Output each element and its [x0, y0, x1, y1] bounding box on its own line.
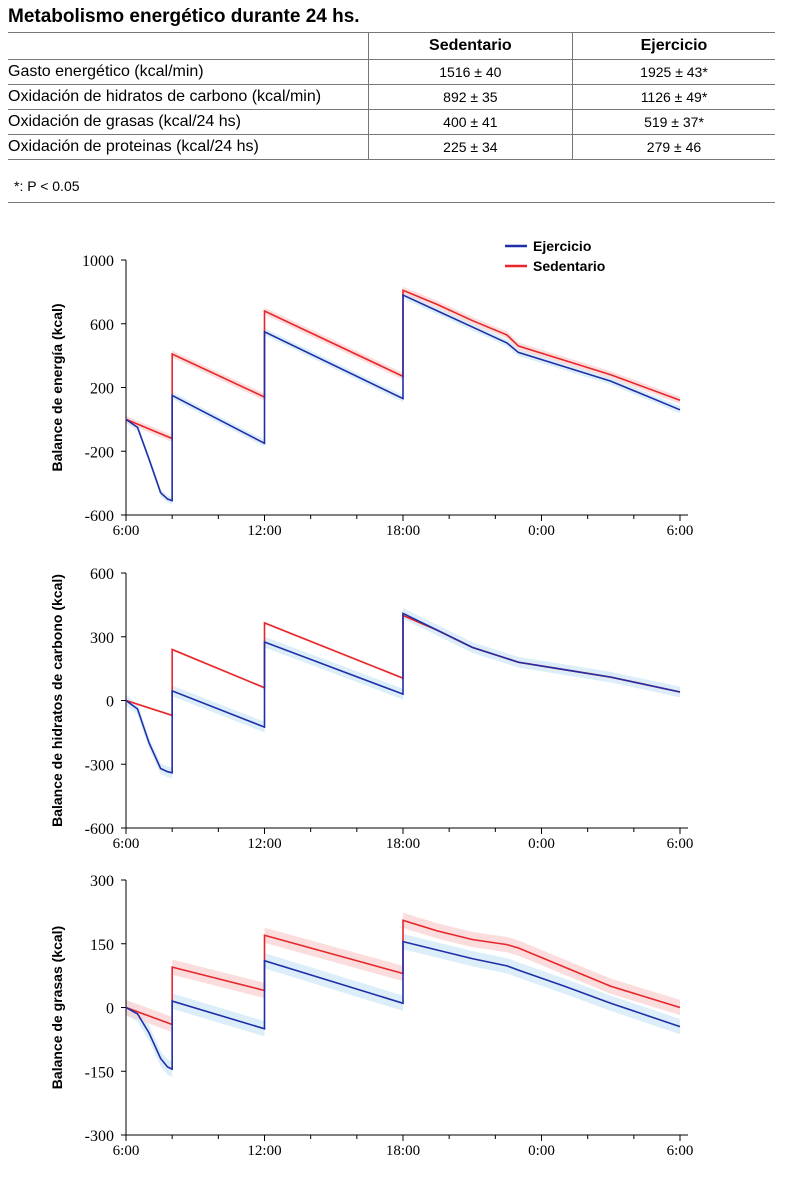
y-tick-label: 1000	[82, 253, 114, 270]
y-tick-label: 200	[90, 381, 114, 398]
x-tick-label: 0:00	[528, 836, 555, 848]
table-header-ejercicio: Ejercicio	[571, 32, 775, 60]
series-line-ejercicio	[125, 293, 681, 502]
carbohydrate-balance-chart: -600 -300 0 300 600 6:00 12:00 18:00 0:00 6:00 Bal…	[49, 566, 694, 848]
y-tick-label: -150	[85, 1064, 114, 1081]
y-tick-label: -300	[85, 757, 114, 774]
x-tick-label: 18:00	[386, 523, 420, 535]
y-tick-label: -200	[85, 444, 114, 461]
y-tick-label: -600	[85, 821, 114, 838]
x-tick-label: 6:00	[667, 1143, 694, 1155]
table-row: Oxidación de grasas (kcal/24 hs) 400 ± 4…	[8, 109, 775, 135]
fat-balance-chart: -300 -150 0 150 300 6:00 12:00 18:00 0:00 6:00 Bal…	[49, 873, 694, 1155]
table-row: Oxidación de hidratos de carbono (kcal/m…	[8, 84, 775, 110]
series-line-sedentario	[125, 289, 681, 440]
y-tick-label: 300	[90, 873, 114, 890]
y-tick-label: 150	[90, 937, 114, 954]
x-tick-label: 0:00	[528, 1143, 555, 1155]
y-tick-label: 300	[90, 630, 114, 647]
row-label: Gasto energético (kcal/min)	[8, 59, 369, 85]
energy-balance-chart: -600 -200 200 600 1000 6:00 12:00 18:00 0:00 6:00…	[49, 238, 694, 535]
x-tick-label: 18:00	[386, 836, 420, 848]
cell-ejercicio: 519 ± 37*	[571, 109, 775, 135]
y-tick-label: -600	[85, 508, 114, 525]
y-tick-label: 600	[90, 566, 114, 583]
series-line-sedentario	[125, 919, 681, 1026]
x-tick-label: 12:00	[247, 1143, 281, 1155]
y-axis-label: Balance de hidratos de carbono (kcal)	[49, 574, 65, 827]
y-axis-label: Balance de energía (kcal)	[49, 303, 65, 471]
y-tick-label: 0	[106, 694, 114, 711]
row-label: Oxidación de proteinas (kcal/24 hs)	[8, 134, 369, 160]
row-label: Oxidación de grasas (kcal/24 hs)	[8, 109, 369, 135]
y-tick-label: 0	[106, 1001, 114, 1018]
cell-sedentario: 225 ± 34	[367, 134, 573, 160]
y-tick-label: -300	[85, 1128, 114, 1145]
legend-label-sedentario: Sedentario	[533, 258, 605, 274]
table-row: Oxidación de proteinas (kcal/24 hs) 225 …	[8, 134, 775, 160]
x-tick-label: 6:00	[667, 836, 694, 848]
x-tick-label: 12:00	[247, 836, 281, 848]
y-axis-label: Balance de grasas (kcal)	[49, 926, 65, 1089]
cell-sedentario: 400 ± 41	[367, 109, 573, 135]
page-title: Metabolismo energético durante 24 hs.	[8, 6, 360, 27]
significance-footnote: *: P < 0.05	[14, 178, 80, 194]
x-tick-label: 6:00	[667, 523, 694, 535]
cell-ejercicio: 279 ± 46	[571, 134, 775, 160]
series-line-ejercicio	[125, 940, 681, 1071]
x-tick-label: 0:00	[528, 523, 555, 535]
table-row: Gasto energético (kcal/min) 1516 ± 40 19…	[8, 59, 775, 85]
x-tick-label: 6:00	[113, 836, 140, 848]
x-tick-label: 6:00	[113, 1143, 140, 1155]
y-tick-label: 600	[90, 317, 114, 334]
summary-table: Sedentario Ejercicio Gasto energético (k…	[8, 32, 775, 160]
series-band-ejercicio	[126, 933, 680, 1077]
cell-sedentario: 1516 ± 40	[367, 59, 573, 85]
legend-label-ejercicio: Ejercicio	[533, 238, 591, 254]
series-line-ejercicio	[125, 612, 681, 774]
x-tick-label: 6:00	[113, 523, 140, 535]
cell-ejercicio: 1925 ± 43*	[571, 59, 775, 85]
x-tick-label: 18:00	[386, 1143, 420, 1155]
table-header-row: Sedentario Ejercicio	[8, 32, 775, 60]
x-tick-label: 12:00	[247, 523, 281, 535]
cell-sedentario: 892 ± 35	[367, 84, 573, 110]
table-header-blank	[8, 32, 369, 60]
table-header-sedentario: Sedentario	[367, 32, 573, 60]
series-band-sedentario	[126, 286, 680, 443]
row-label: Oxidación de hidratos de carbono (kcal/m…	[8, 84, 369, 110]
cell-ejercicio: 1126 ± 49*	[571, 84, 775, 110]
divider	[8, 202, 775, 203]
